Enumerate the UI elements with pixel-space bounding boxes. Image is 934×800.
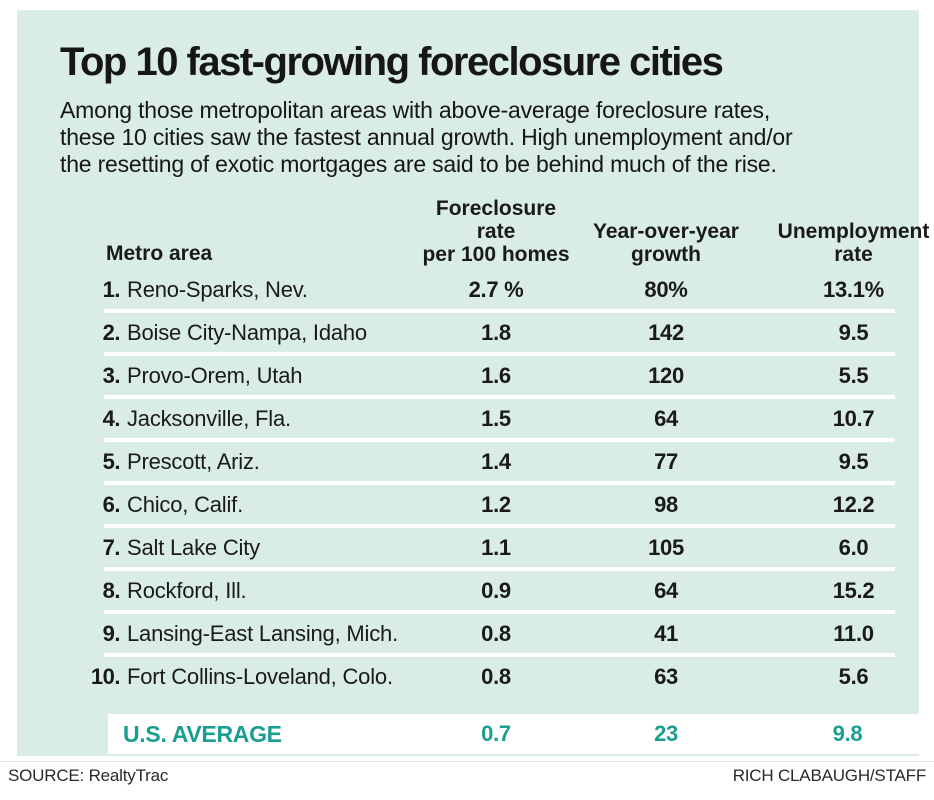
metro-cell: 4. Jacksonville, Fla. xyxy=(86,406,416,432)
infographic-panel: Top 10 fast-growing foreclosure cities A… xyxy=(17,10,934,756)
foreclosure-rate-value: 1.8 xyxy=(481,319,511,345)
metro-cell: 9. Lansing-East Lansing, Mich. xyxy=(86,621,416,647)
unemployment-value: 5.5 xyxy=(838,362,869,388)
unemployment-value: 5.6 xyxy=(838,663,869,689)
foreclosure-rate-value: 1.5 xyxy=(481,405,511,431)
yoy-growth-value: 77 xyxy=(654,448,678,474)
rank: 1. xyxy=(102,276,121,302)
yoy-growth-value: 64 xyxy=(654,405,678,431)
table-row-9: 9. Lansing-East Lansing, Mich. 0.8 41 11.… xyxy=(86,614,919,657)
us-average-foreclosure-rate: 0.7 xyxy=(481,721,511,746)
metro-cell: 7. Salt Lake City xyxy=(86,535,416,561)
artist-credit: RICH CLABAUGH/STAFF xyxy=(732,766,926,785)
page-title: Top 10 fast-growing foreclosure cities xyxy=(60,40,724,84)
unemployment-value: 6.0 xyxy=(838,534,869,560)
unemployment-value: 15.2 xyxy=(832,577,875,603)
metro-name: Jacksonville, Fla. xyxy=(127,405,291,431)
foreclosure-rate-value: 1.2 xyxy=(481,491,511,517)
table-row-7: 7. Salt Lake City 1.1 105 6.0 xyxy=(86,528,919,571)
metro-name: Fort Collins-Loveland, Colo. xyxy=(127,663,393,689)
unemployment-value: 13.1% xyxy=(823,276,884,302)
table-row-3: 3. Provo-Orem, Utah 1.6 120 5.5 xyxy=(86,356,919,399)
metro-name: Provo-Orem, Utah xyxy=(127,362,303,388)
metro-cell: 6. Chico, Calif. xyxy=(86,492,416,518)
foreclosure-rate-value: 0.9 xyxy=(481,577,511,603)
metro-name: Salt Lake City xyxy=(127,534,260,560)
metro-name: Boise City-Nampa, Idaho xyxy=(127,319,367,345)
bottom-divider xyxy=(0,761,934,762)
footer: SOURCE: RealtyTrac RICH CLABAUGH/STAFF xyxy=(0,764,934,788)
rank: 3. xyxy=(102,362,121,388)
foreclosure-rate-value: 0.8 xyxy=(481,620,511,646)
foreclosure-rate-value: 2.7 % xyxy=(468,276,524,302)
table-row-2: 2. Boise City-Nampa, Idaho 1.8 142 9.5 xyxy=(86,313,919,356)
unemployment-value: 10.7 xyxy=(832,405,875,431)
column-header-unemployment: Unemployment rate xyxy=(777,220,930,266)
table-body: 1. Reno-Sparks, Nev. 2.7 % 80% 13.1% 2. Bo… xyxy=(60,270,919,696)
foreclosure-rate-value: 1.4 xyxy=(481,448,511,474)
table-row-10: 10. Fort Collins-Loveland, Colo. 0.8 63 5… xyxy=(86,657,919,696)
rank: 10. xyxy=(90,663,121,689)
metro-name: Reno-Sparks, Nev. xyxy=(127,276,308,302)
rank: 6. xyxy=(102,491,121,517)
metro-cell: 5. Prescott, Ariz. xyxy=(86,449,416,475)
table-header: Metro area Foreclosure rate per 100 home… xyxy=(60,197,929,266)
subtitle: Among those metropolitan areas with abov… xyxy=(60,97,919,178)
column-header-yoy-growth: Year-over-year growth xyxy=(593,220,739,266)
subtitle-line: Among those metropolitan areas with abov… xyxy=(60,97,771,123)
source-credit: SOURCE: RealtyTrac xyxy=(8,766,169,785)
unemployment-value: 9.5 xyxy=(838,319,869,345)
metro-cell: 8. Rockford, Ill. xyxy=(86,578,416,604)
subtitle-line: these 10 cities saw the fastest annual g… xyxy=(60,124,793,150)
unemployment-value: 12.2 xyxy=(832,491,875,517)
yoy-growth-value: 41 xyxy=(654,620,678,646)
rank: 7. xyxy=(102,534,121,560)
table-row-8: 8. Rockford, Ill. 0.9 64 15.2 xyxy=(86,571,919,614)
table-row-6: 6. Chico, Calif. 1.2 98 12.2 xyxy=(86,485,919,528)
rank: 8. xyxy=(102,577,121,603)
unemployment-value: 9.5 xyxy=(838,448,869,474)
yoy-growth-value: 120 xyxy=(648,362,684,388)
yoy-growth-value: 63 xyxy=(654,663,678,689)
metro-cell: 1. Reno-Sparks, Nev. xyxy=(86,277,416,303)
rank: 4. xyxy=(102,405,121,431)
subtitle-line: the resetting of exotic mortgages are sa… xyxy=(60,151,777,177)
foreclosure-rate-value: 1.6 xyxy=(481,362,511,388)
yoy-growth-value: 105 xyxy=(648,534,684,560)
yoy-growth-value: 142 xyxy=(648,319,684,345)
foreclosure-rate-value: 0.8 xyxy=(481,663,511,689)
metro-name: Chico, Calif. xyxy=(127,491,243,517)
unemployment-value: 11.0 xyxy=(833,620,874,646)
table-row-1: 1. Reno-Sparks, Nev. 2.7 % 80% 13.1% xyxy=(86,270,919,313)
yoy-growth-value: 80% xyxy=(644,276,688,302)
us-average-row: U.S. AVERAGE 0.7 23 9.8 xyxy=(108,714,934,754)
table-row-4: 4. Jacksonville, Fla. 1.5 64 10.7 xyxy=(86,399,919,442)
metro-name: Prescott, Ariz. xyxy=(127,448,260,474)
yoy-growth-value: 98 xyxy=(654,491,678,517)
metro-cell: 3. Provo-Orem, Utah xyxy=(86,363,416,389)
yoy-growth-value: 64 xyxy=(654,577,678,603)
table-row-5: 5. Prescott, Ariz. 1.4 77 9.5 xyxy=(86,442,919,485)
rank: 5. xyxy=(102,448,121,474)
rank: 9. xyxy=(102,620,121,646)
metro-name: Rockford, Ill. xyxy=(127,577,247,603)
metro-cell: 10. Fort Collins-Loveland, Colo. xyxy=(86,664,416,690)
metro-name: Lansing-East Lansing, Mich. xyxy=(127,620,398,646)
us-average-unemployment: 9.8 xyxy=(832,721,863,746)
us-average-yoy-growth: 23 xyxy=(654,721,678,746)
column-header-metro: Metro area xyxy=(106,242,213,265)
rank: 2. xyxy=(102,319,121,345)
us-average-label: U.S. AVERAGE xyxy=(123,720,282,747)
foreclosure-rate-value: 1.1 xyxy=(481,534,511,560)
metro-cell: 2. Boise City-Nampa, Idaho xyxy=(86,320,416,346)
column-header-foreclosure-rate: Foreclosure rate per 100 homes xyxy=(422,197,570,266)
